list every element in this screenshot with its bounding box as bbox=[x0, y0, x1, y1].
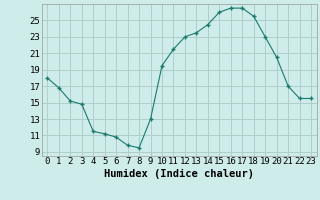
X-axis label: Humidex (Indice chaleur): Humidex (Indice chaleur) bbox=[104, 169, 254, 179]
